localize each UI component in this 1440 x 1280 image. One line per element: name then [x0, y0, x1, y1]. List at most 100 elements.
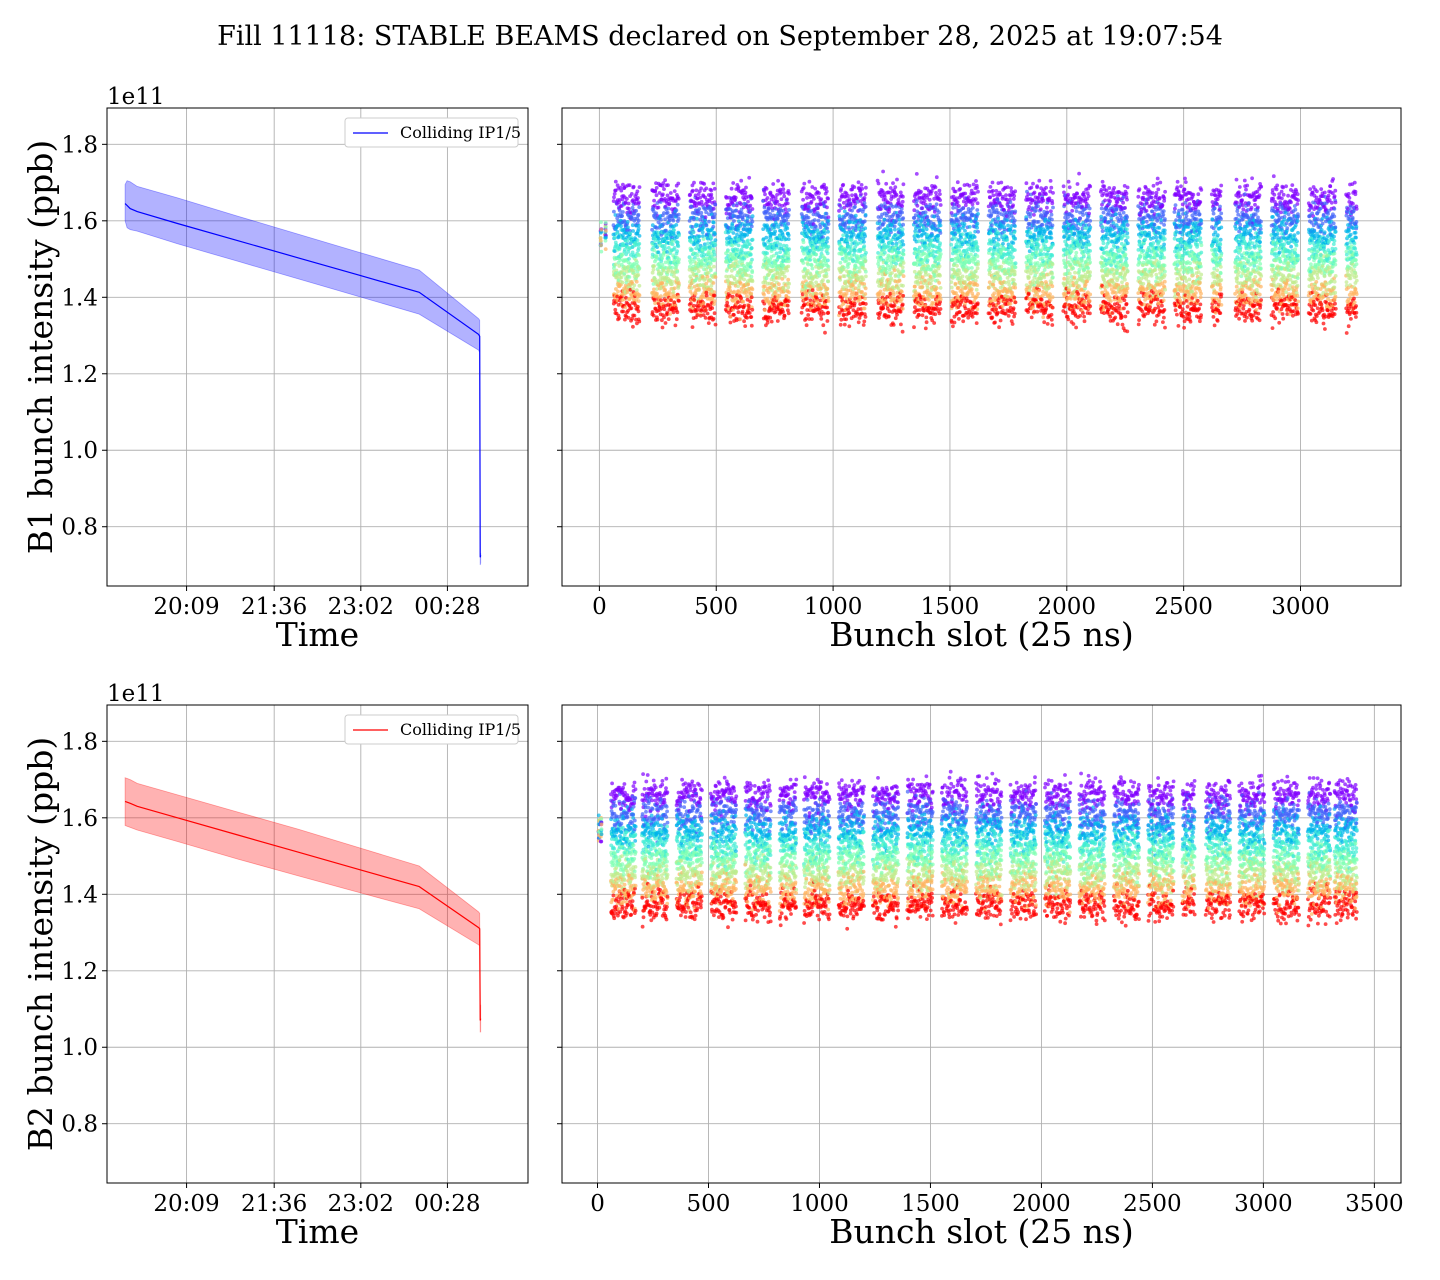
data-point — [762, 292, 766, 297]
data-point — [976, 262, 980, 267]
data-point — [919, 189, 923, 194]
data-point — [960, 232, 965, 237]
data-point — [750, 207, 755, 211]
data-point — [661, 222, 666, 227]
data-point — [712, 212, 717, 217]
data-point — [672, 246, 677, 250]
data-point — [881, 169, 885, 174]
data-point — [674, 223, 679, 227]
data-point — [825, 251, 830, 256]
data-point — [917, 245, 922, 250]
axes-frame — [106, 107, 529, 587]
figure-title: Fill 11118: STABLE BEAMS declared on Sep… — [217, 21, 1223, 52]
data-point — [782, 274, 787, 279]
data-point — [802, 251, 806, 256]
data-point — [924, 320, 929, 325]
data-point — [746, 282, 750, 287]
x-tick-label: 20:09 — [153, 594, 219, 620]
data-point — [934, 270, 939, 274]
data-point — [892, 303, 897, 308]
data-point — [801, 197, 805, 202]
data-point — [825, 287, 830, 291]
data-point — [675, 249, 679, 254]
data-point — [750, 307, 755, 312]
y-tick-label: 1.4 — [61, 285, 98, 311]
data-point — [925, 214, 930, 219]
data-point — [862, 240, 866, 244]
data-point — [963, 191, 968, 196]
data-point — [782, 314, 787, 318]
data-point — [975, 245, 980, 249]
data-point — [933, 312, 938, 317]
y-tick-label: 1.6 — [61, 209, 98, 235]
data-point — [636, 309, 641, 314]
data-point — [787, 290, 791, 295]
data-point — [747, 175, 752, 180]
data-point — [631, 184, 636, 189]
data-point — [976, 229, 980, 234]
data-point — [627, 257, 631, 261]
data-point — [711, 181, 716, 186]
data-point — [623, 305, 628, 310]
data-point — [959, 235, 963, 240]
data-point — [953, 281, 958, 286]
data-point — [899, 297, 904, 302]
data-point — [618, 258, 622, 262]
data-point — [882, 217, 887, 222]
data-point — [810, 266, 815, 271]
data-point — [859, 183, 864, 187]
data-point — [900, 306, 905, 311]
data-point — [859, 192, 863, 197]
data-point — [913, 305, 917, 310]
data-point — [667, 290, 672, 295]
data-point — [736, 300, 740, 304]
data-point — [861, 277, 866, 282]
data-point — [713, 275, 718, 279]
data-point — [974, 241, 979, 246]
data-point — [810, 288, 815, 293]
x-tick-label: 500 — [694, 594, 738, 620]
data-point — [712, 264, 716, 269]
data-point — [924, 227, 929, 232]
data-point — [625, 239, 630, 243]
x-axis-label: Time — [276, 615, 359, 654]
data-point — [863, 259, 868, 264]
data-point — [672, 286, 677, 291]
data-point — [938, 307, 943, 311]
data-point — [862, 319, 867, 324]
data-point — [862, 201, 867, 206]
data-point — [749, 252, 753, 257]
data-point — [956, 219, 961, 224]
data-point — [775, 319, 780, 323]
data-point — [895, 177, 899, 182]
data-point — [707, 219, 711, 224]
data-point — [612, 192, 617, 196]
data-point — [630, 316, 634, 321]
data-point — [677, 299, 681, 303]
data-point — [996, 242, 1001, 247]
data-point — [700, 230, 705, 235]
data-point — [826, 244, 831, 249]
data-point — [746, 199, 750, 204]
data-point — [694, 188, 699, 193]
data-point — [889, 228, 893, 233]
data-point — [825, 226, 830, 231]
data-point — [712, 311, 717, 316]
data-point — [937, 210, 941, 215]
data-point — [1001, 241, 1005, 246]
data-point — [806, 313, 811, 317]
data-point — [615, 231, 620, 236]
data-point — [781, 309, 785, 314]
data-point — [634, 208, 638, 213]
data-point — [735, 247, 740, 252]
data-point — [934, 286, 939, 291]
data-point — [975, 275, 980, 279]
data-point — [635, 238, 640, 243]
data-point — [814, 292, 819, 296]
data-point — [938, 231, 943, 235]
data-point — [816, 218, 821, 223]
data-point — [659, 217, 663, 222]
data-point — [712, 290, 717, 295]
data-point — [863, 192, 868, 197]
data-point — [818, 225, 823, 230]
